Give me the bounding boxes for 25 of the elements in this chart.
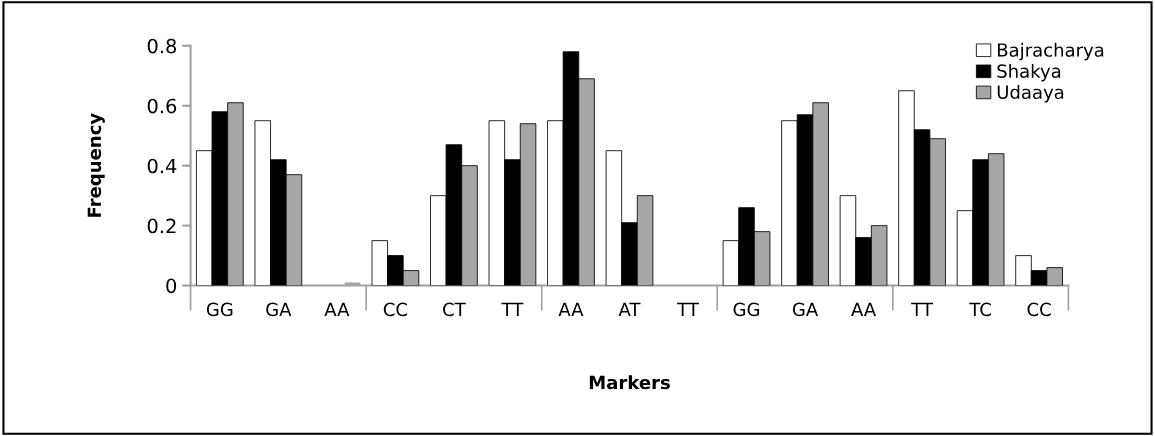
legend-label: Udaaya [997, 85, 1064, 103]
x-tick-label: GG [733, 302, 760, 317]
x-tick-label: TT [677, 302, 699, 316]
x-tick-label: GG [206, 302, 233, 317]
legend-label: Shakya [997, 63, 1061, 82]
x-tick-label: GA [792, 302, 819, 317]
x-axis-title: Markers [589, 375, 670, 390]
y-tick-label: 0.6 [147, 98, 177, 114]
x-tick-label: AT [618, 302, 641, 316]
x-tick-label: TT [501, 302, 524, 316]
x-tick-label: GA [266, 302, 292, 317]
x-tick-label: TC [969, 302, 991, 317]
x-tick-label: TT [911, 302, 933, 316]
x-tick-label: CC [1027, 302, 1051, 317]
x-tick-label: AA [558, 302, 584, 316]
x-tick-label: AA [324, 302, 350, 316]
y-axis-title: Frequency [87, 113, 105, 217]
x-tick-label: CT [443, 302, 466, 317]
y-tick-label: 0.2 [147, 218, 176, 234]
x-tick-label: AA [851, 302, 877, 316]
y-tick-label: 0 [166, 278, 177, 294]
y-tick-label: 0.4 [147, 158, 177, 174]
y-tick-label: 0.8 [147, 38, 177, 54]
legend-label: Bajracharya [998, 42, 1104, 61]
x-tick-label: CC [383, 302, 408, 317]
